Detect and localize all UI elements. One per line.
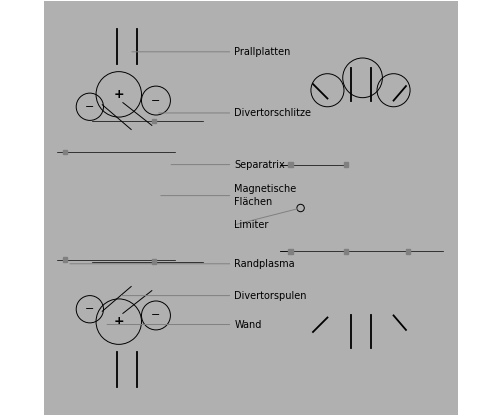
Bar [405,249,409,254]
Text: −: − [151,96,160,106]
Text: +: + [113,88,124,101]
Polygon shape [55,16,223,400]
Circle shape [376,74,409,107]
Bar [151,119,156,124]
Text: Wand: Wand [234,319,262,329]
Bar [280,165,298,251]
Bar [343,249,348,254]
Bar [426,165,442,251]
Polygon shape [280,18,405,165]
Text: Randplasma: Randplasma [234,259,295,269]
Circle shape [310,74,343,107]
Text: −: − [151,310,160,320]
Polygon shape [280,251,444,398]
Circle shape [141,86,170,115]
Bar [343,162,348,167]
Text: Divertorspulen: Divertorspulen [234,291,306,301]
Bar [288,249,292,254]
Text: Separatrix: Separatrix [234,160,285,170]
Text: −: − [85,102,94,112]
Circle shape [342,58,382,98]
Bar [63,150,67,154]
Bar [288,162,292,167]
Circle shape [76,296,103,323]
Text: Magnetische
Flächen: Magnetische Flächen [234,184,296,207]
Polygon shape [278,16,446,400]
Circle shape [141,301,170,330]
Circle shape [96,72,141,117]
Text: Divertorschlitze: Divertorschlitze [234,108,311,118]
Text: Limiter: Limiter [234,220,269,230]
Text: Prallplatten: Prallplatten [234,47,290,57]
Circle shape [96,299,141,344]
Bar [151,260,156,264]
Bar [63,258,67,262]
Text: −: − [85,304,94,314]
Circle shape [76,93,103,120]
Text: +: + [113,315,124,328]
